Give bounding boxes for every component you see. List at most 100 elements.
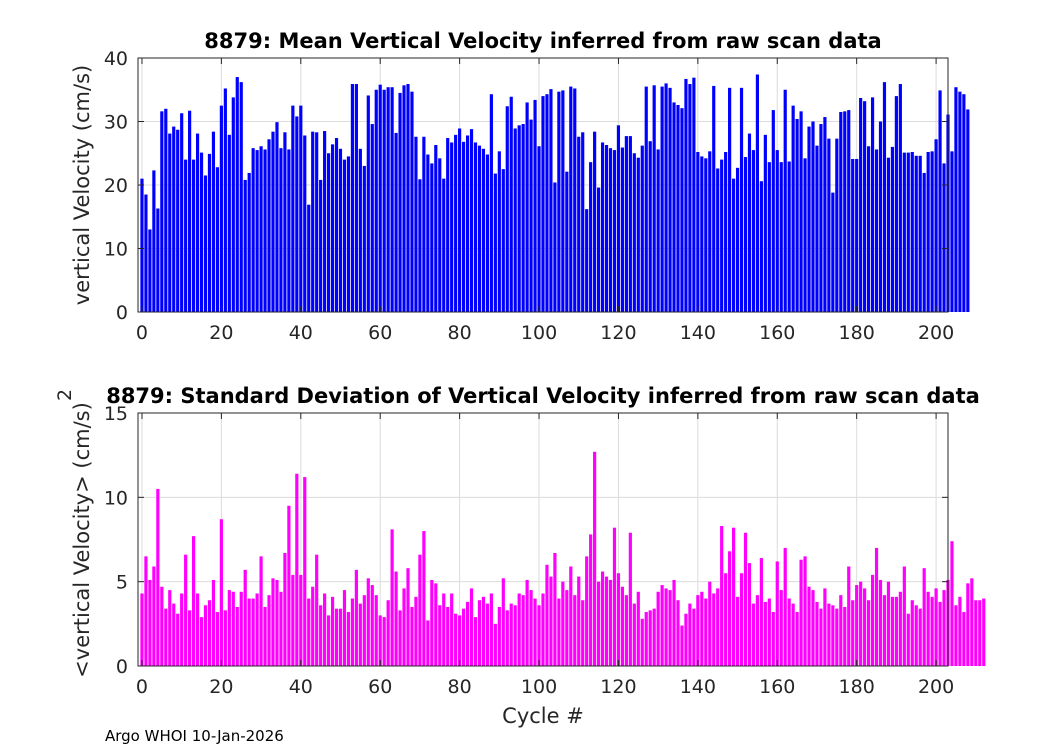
bar	[489, 94, 493, 312]
bar	[255, 593, 259, 666]
bar	[517, 125, 521, 312]
bar	[378, 84, 382, 312]
bar	[545, 94, 549, 312]
bar	[231, 591, 235, 666]
bar	[386, 87, 390, 313]
bar	[156, 488, 160, 666]
bar	[974, 600, 978, 666]
bar	[664, 588, 668, 666]
bar	[918, 608, 922, 666]
bar	[874, 149, 879, 312]
bar	[378, 615, 382, 666]
bar	[358, 603, 362, 666]
x-tick-label: 120	[600, 676, 636, 698]
bar	[342, 590, 347, 666]
bar	[430, 163, 434, 312]
bar	[843, 606, 847, 666]
bar	[215, 612, 219, 666]
bar	[160, 586, 164, 666]
x-tick-label: 20	[209, 676, 233, 698]
bar	[573, 595, 577, 666]
x-tick-label: 200	[918, 322, 954, 344]
bar	[954, 605, 958, 666]
bar	[704, 158, 708, 312]
bar	[382, 617, 386, 666]
bar	[235, 77, 239, 312]
std-velocity-title: 8879: Standard Deviation of Vertical Vel…	[106, 384, 980, 408]
bar	[525, 102, 529, 312]
bar	[870, 97, 875, 313]
bar	[589, 162, 593, 312]
bar	[406, 568, 410, 666]
bar	[295, 473, 299, 666]
y-tick-label: 40	[104, 48, 128, 70]
bar	[366, 95, 370, 312]
std-velocity-panel: 0 20 40 60 80 100 120 140 160 180 200 0 5 10 15 8879:…	[54, 384, 986, 728]
mean-velocity-panel: 0 20 40 60 80 100 120 140 160 180 200 0 10 20 30 40 88…	[70, 29, 970, 344]
bar	[771, 612, 775, 666]
bar	[497, 151, 501, 312]
bar	[593, 131, 597, 312]
bar	[219, 519, 223, 666]
bar	[863, 101, 867, 313]
bar	[398, 92, 402, 312]
bar	[739, 573, 744, 666]
bar	[676, 600, 680, 666]
bar	[783, 547, 787, 666]
bar	[807, 126, 811, 312]
bar	[195, 593, 200, 666]
bar	[553, 552, 557, 666]
bar	[589, 534, 593, 666]
bar	[247, 172, 251, 312]
bar	[775, 561, 779, 666]
bar	[144, 556, 148, 666]
bar	[426, 620, 430, 666]
bar	[577, 136, 581, 312]
bar	[279, 148, 283, 312]
bar	[334, 138, 339, 312]
bar	[267, 139, 271, 312]
bar	[529, 590, 533, 666]
bar	[870, 574, 875, 666]
bar	[581, 132, 585, 312]
bar	[227, 590, 231, 666]
bar	[811, 121, 815, 312]
bar	[462, 141, 466, 312]
bar	[402, 85, 406, 312]
bar	[243, 179, 247, 312]
x-tick-label: 0	[136, 322, 148, 344]
bar	[283, 552, 287, 666]
bar	[807, 586, 811, 666]
bar	[283, 132, 287, 312]
bar	[954, 87, 958, 313]
bar	[855, 158, 859, 312]
bar	[970, 578, 974, 666]
bar	[454, 134, 458, 312]
bar	[223, 88, 227, 312]
bar	[938, 601, 942, 666]
bar	[966, 583, 970, 666]
bar	[597, 581, 601, 666]
bar	[422, 531, 426, 666]
bar	[684, 78, 688, 312]
x-tick-label: 80	[448, 676, 472, 698]
bar	[299, 105, 303, 313]
bar	[569, 86, 573, 312]
bar	[704, 598, 708, 666]
x-tick-label: 160	[759, 322, 795, 344]
bar	[561, 90, 565, 312]
bar	[227, 134, 231, 312]
bar	[176, 613, 180, 666]
bar	[505, 610, 509, 666]
bar	[311, 586, 315, 666]
bar	[902, 566, 906, 666]
bar	[442, 178, 446, 312]
bar	[847, 110, 851, 312]
y-tick-label: 10	[104, 487, 128, 509]
bar	[485, 154, 489, 312]
bar	[958, 91, 962, 312]
bar	[612, 527, 617, 666]
bar	[473, 617, 478, 666]
y-tick-label: 15	[104, 403, 128, 425]
std-velocity-y-axis-label: <vertical Velocity> (cm/s)	[70, 402, 94, 678]
